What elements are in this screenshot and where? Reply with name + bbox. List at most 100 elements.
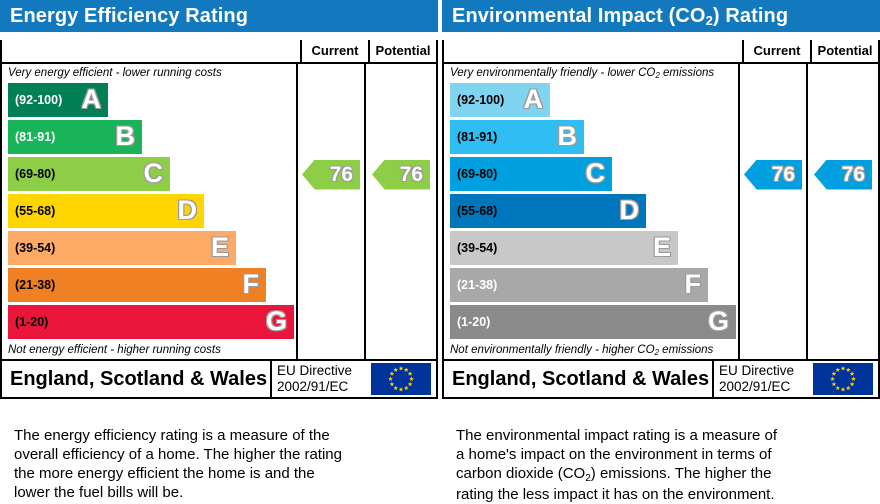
description-text-environmental: The environmental impact rating is a mea… xyxy=(456,427,777,482)
band-row: (81-91) B xyxy=(444,119,878,156)
description-environmental: The environmental impact rating is a mea… xyxy=(442,399,880,504)
panel-title-tail: ) Rating xyxy=(712,5,789,27)
footer-directive-environmental: EU Directive 2002/91/EC xyxy=(712,361,808,397)
footer-region-environmental: England, Scotland & Wales xyxy=(452,367,710,390)
band-range-g: (1-20) xyxy=(15,314,49,329)
band-bar-e: (39-54) E xyxy=(8,231,236,265)
description-subscript: 2 xyxy=(585,473,591,484)
band-row: (55-68) D xyxy=(2,193,436,230)
band-row: (1-20) G xyxy=(2,304,436,341)
band-letter-b: B xyxy=(557,120,578,151)
chart-energy: Current Potential Very energy efficient … xyxy=(0,40,438,399)
column-header-row-energy: Current Potential xyxy=(2,40,436,64)
column-header-current: Current xyxy=(300,40,368,62)
band-letter-a: A xyxy=(81,83,102,114)
column-rule-current xyxy=(738,64,740,359)
panel-title-text: Environmental Impact (CO xyxy=(452,5,706,27)
caption-bottom-tail: emissions xyxy=(658,344,714,356)
band-row: (69-80) C xyxy=(444,156,878,193)
band-range-a: (92-100) xyxy=(457,92,505,107)
band-range-c: (69-80) xyxy=(15,166,56,181)
band-bar-f: (21-38) F xyxy=(8,268,266,302)
directive-line-2: 2002/91/EC xyxy=(719,379,791,394)
chart-body-environmental: Very environmentally friendly - lower CO… xyxy=(444,64,878,359)
column-header-row-environmental: Current Potential xyxy=(444,40,878,64)
footer-flag-cell-environmental xyxy=(808,361,878,397)
band-range-b: (81-91) xyxy=(457,129,498,144)
band-bar-b: (81-91) B xyxy=(8,120,142,154)
column-header-spacer xyxy=(444,40,742,62)
caption-bottom-text: Not energy efficient - higher running co… xyxy=(8,344,221,356)
band-range-g: (1-20) xyxy=(457,314,491,329)
column-rule-current xyxy=(296,64,298,359)
band-range-c: (69-80) xyxy=(457,166,498,181)
panel-title-environmental: Environmental Impact (CO2) Rating xyxy=(442,0,880,32)
band-bar-d: (55-68) D xyxy=(8,194,204,228)
band-bar-c: (69-80) C xyxy=(8,157,170,191)
band-row: (39-54) E xyxy=(444,230,878,267)
band-letter-f: F xyxy=(242,268,260,299)
panel-environmental-impact: Environmental Impact (CO2) Rating Curren… xyxy=(442,0,880,503)
band-letter-b: B xyxy=(115,120,136,151)
caption-top-tail: emissions xyxy=(659,67,715,79)
footer-directive-energy: EU Directive 2002/91/EC xyxy=(270,361,366,397)
caption-top-environmental: Very environmentally friendly - lower CO… xyxy=(444,64,878,82)
caption-bottom-text: Not environmentally friendly - higher CO xyxy=(450,344,655,356)
band-range-e: (39-54) xyxy=(457,240,498,255)
band-letter-c: C xyxy=(585,157,606,188)
band-bar-b: (81-91) B xyxy=(450,120,584,154)
band-letter-e: E xyxy=(652,231,671,262)
band-bar-c: (69-80) C xyxy=(450,157,612,191)
eu-flag-icon xyxy=(371,363,431,395)
band-range-b: (81-91) xyxy=(15,129,56,144)
band-row: (21-38) F xyxy=(444,267,878,304)
eu-flag-icon xyxy=(813,363,873,395)
column-header-potential: Potential xyxy=(368,40,436,62)
caption-top-subscript: 2 xyxy=(655,71,660,80)
column-header-potential: Potential xyxy=(810,40,878,62)
band-letter-d: D xyxy=(619,194,640,225)
caption-bottom-environmental: Not environmentally friendly - higher CO… xyxy=(444,341,878,359)
band-bars-environmental: (92-100) A (81-91) B (69-80) C xyxy=(444,82,878,341)
band-row: (39-54) E xyxy=(2,230,436,267)
band-letter-g: G xyxy=(265,305,287,336)
description-text-energy: The energy efficiency rating is a measur… xyxy=(14,427,342,501)
band-range-f: (21-38) xyxy=(15,277,56,292)
directive-line-1: EU Directive xyxy=(719,363,795,378)
caption-top-text: Very environmentally friendly - lower CO xyxy=(450,67,656,79)
band-row: (92-100) A xyxy=(444,82,878,119)
band-row: (1-20) G xyxy=(444,304,878,341)
description-energy: The energy efficiency rating is a measur… xyxy=(0,399,438,502)
chart-environmental: Current Potential Very environmentally f… xyxy=(442,40,880,399)
column-rule-potential xyxy=(806,64,808,359)
band-bars-energy: (92-100) A (81-91) B (69-80) C xyxy=(2,82,436,341)
column-rule-potential xyxy=(364,64,366,359)
band-range-d: (55-68) xyxy=(457,203,498,218)
caption-top-text: Very energy efficient - lower running co… xyxy=(8,67,222,79)
band-range-e: (39-54) xyxy=(15,240,56,255)
footer-environmental: England, Scotland & Wales EU Directive 2… xyxy=(444,359,878,397)
band-bar-e: (39-54) E xyxy=(450,231,678,265)
panel-title-energy: Energy Efficiency Rating xyxy=(0,0,438,32)
caption-top-energy: Very energy efficient - lower running co… xyxy=(2,64,436,82)
footer-flag-cell-energy xyxy=(366,361,436,397)
band-bar-a: (92-100) A xyxy=(450,83,550,117)
footer-energy: England, Scotland & Wales EU Directive 2… xyxy=(2,359,436,397)
band-range-a: (92-100) xyxy=(15,92,63,107)
footer-region-energy: England, Scotland & Wales xyxy=(10,367,268,390)
column-header-current: Current xyxy=(742,40,810,62)
band-bar-g: (1-20) G xyxy=(8,305,294,339)
band-row: (21-38) F xyxy=(2,267,436,304)
panel-energy-efficiency: Energy Efficiency Rating Current Potenti… xyxy=(0,0,438,501)
caption-bottom-energy: Not energy efficient - higher running co… xyxy=(2,341,436,359)
directive-line-1: EU Directive xyxy=(277,363,353,378)
directive-line-2: 2002/91/EC xyxy=(277,379,349,394)
band-letter-c: C xyxy=(143,157,164,188)
band-letter-d: D xyxy=(177,194,198,225)
panel-title-subscript: 2 xyxy=(705,13,713,28)
column-header-spacer xyxy=(2,40,300,62)
band-row: (55-68) D xyxy=(444,193,878,230)
band-bar-a: (92-100) A xyxy=(8,83,108,117)
band-range-f: (21-38) xyxy=(457,277,498,292)
